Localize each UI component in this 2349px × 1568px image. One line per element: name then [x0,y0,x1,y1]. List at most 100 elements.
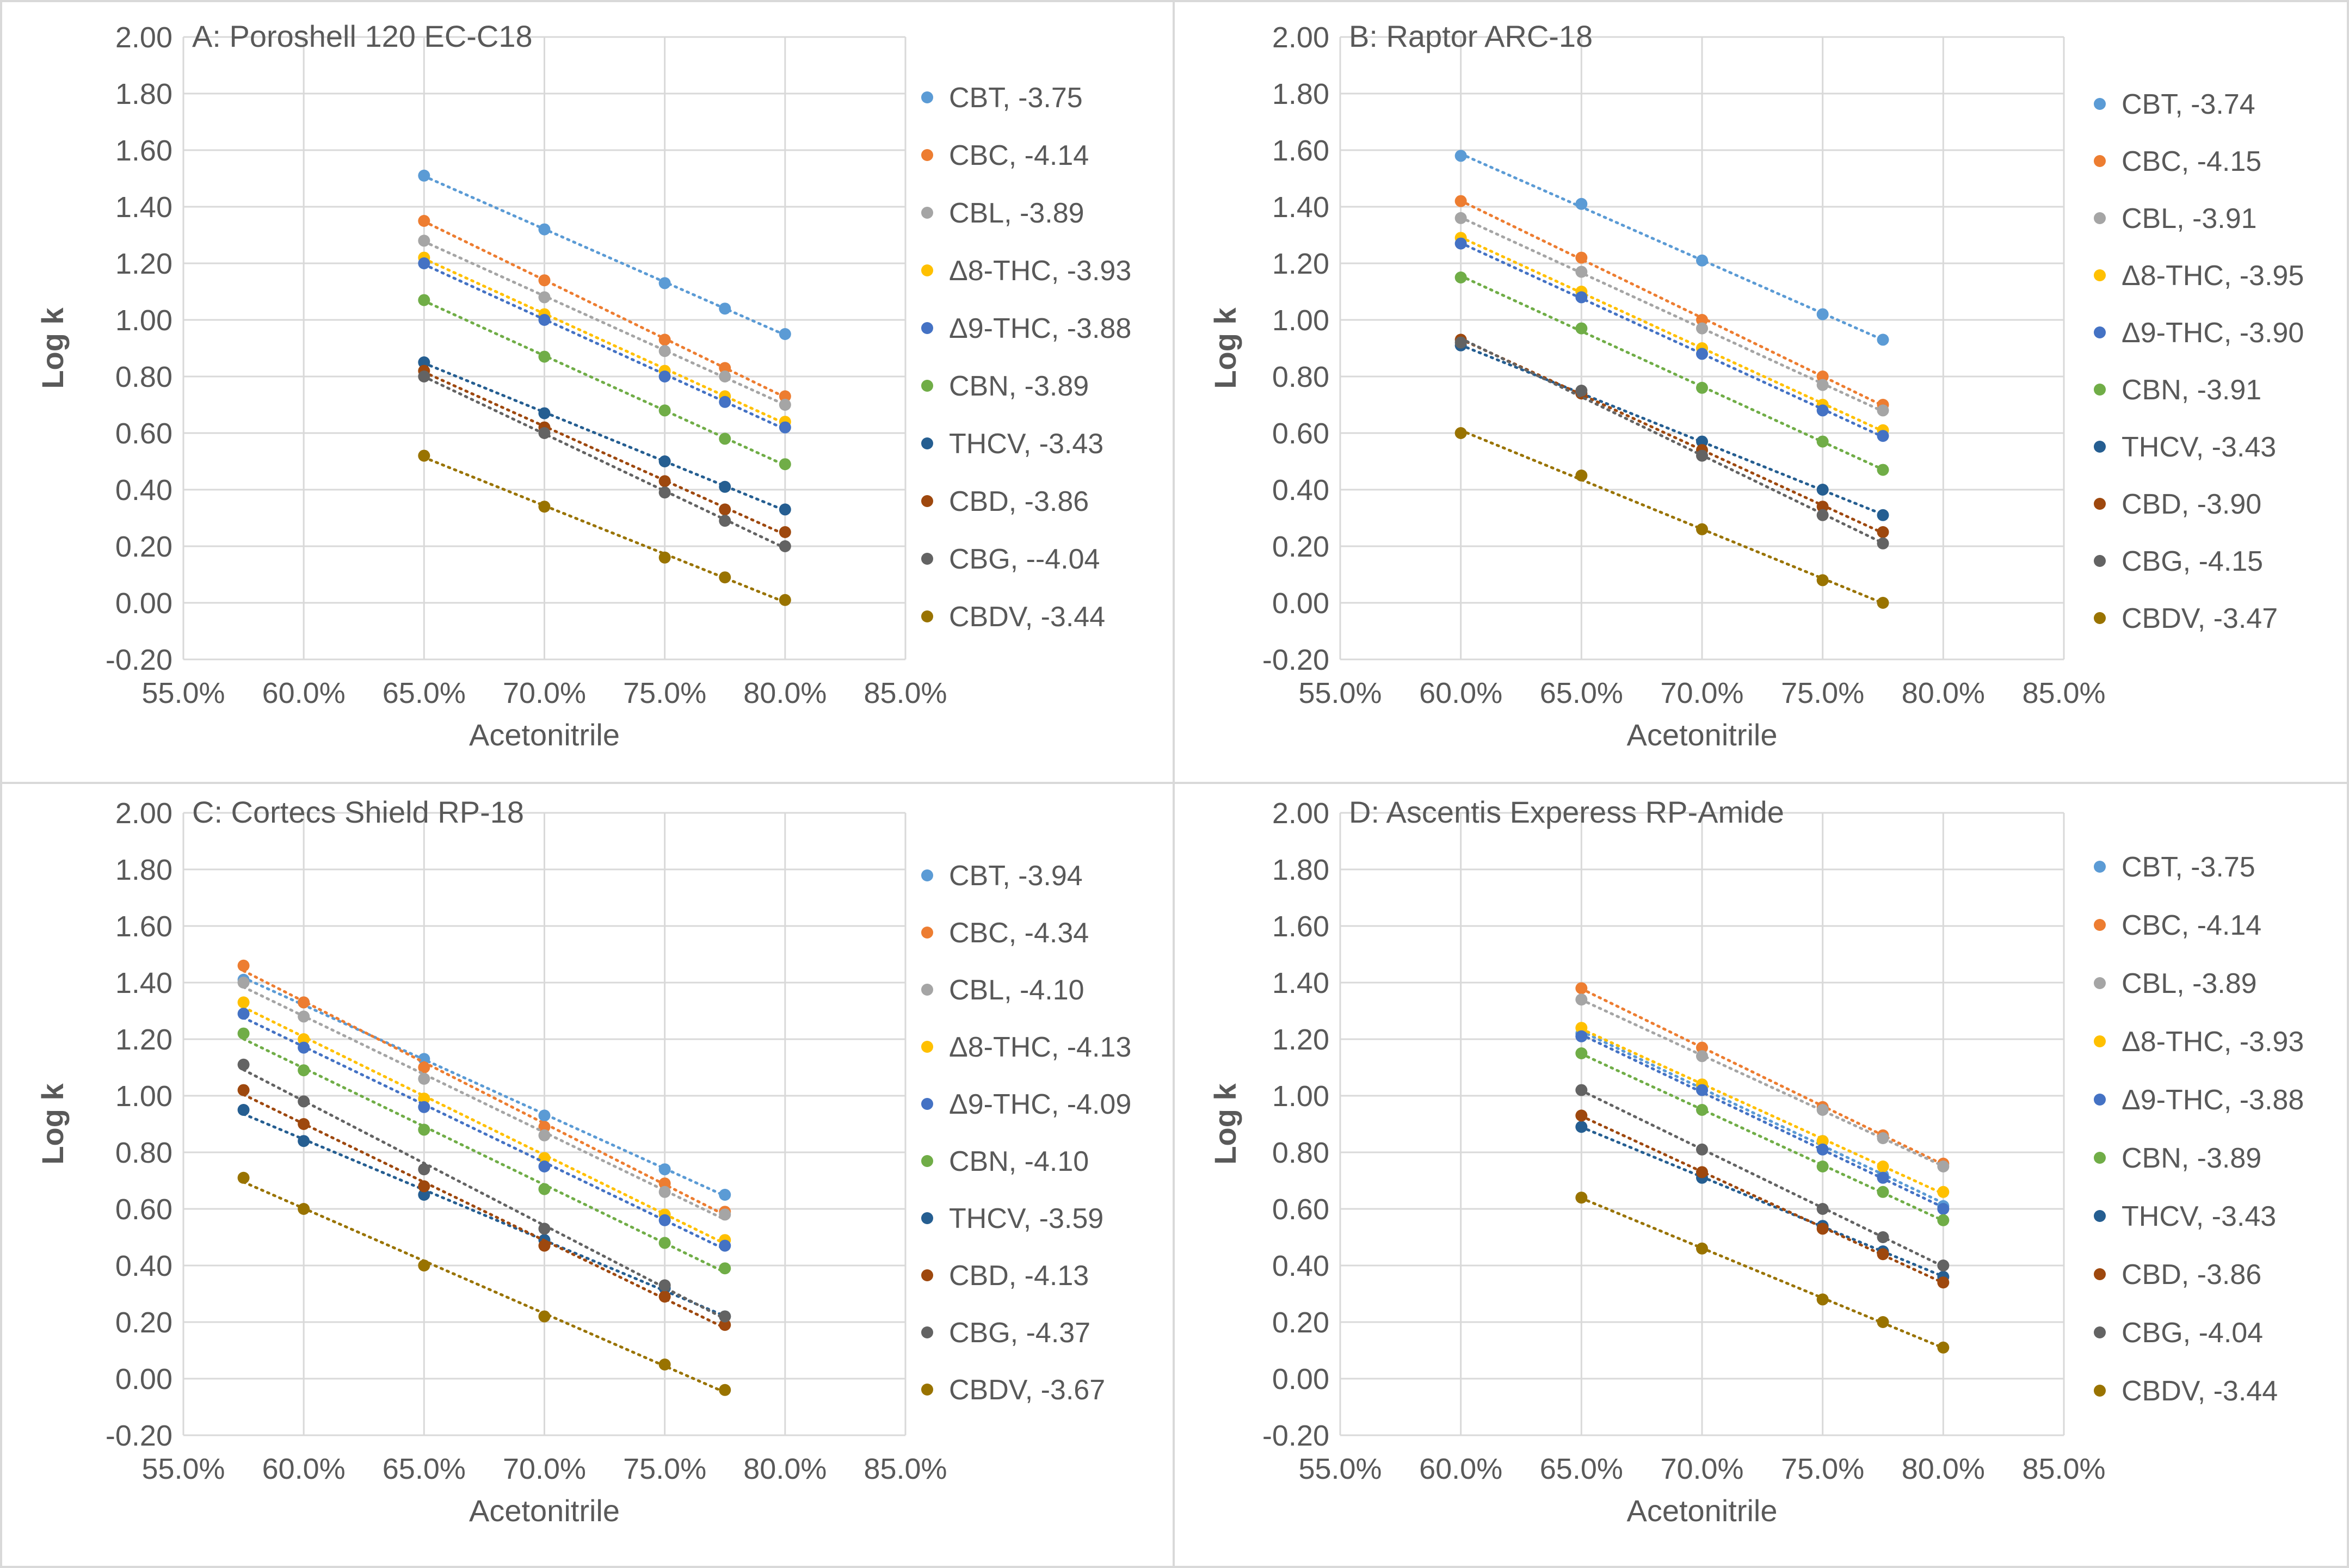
chart-b-legend-marker [2094,555,2106,567]
chart-c-data-point [298,1010,310,1023]
chart-b-legend-marker [2094,384,2106,396]
chart-b-data-point [1816,371,1829,382]
chart-c-legend-label: Δ8-THC, -4.13 [949,1032,1131,1063]
chart-d-legend-label: Δ9-THC, -3.88 [2122,1084,2304,1116]
chart-c-y-tick-label: 1.40 [115,967,172,999]
chart-c-trendline [242,976,726,1197]
chart-b-data-point [1454,271,1467,283]
chart-a-data-point [658,334,671,346]
chart-d-data-point [1575,1047,1588,1059]
chart-b-y-tick-label: 1.00 [1272,304,1329,337]
chart-c-trendline [242,969,726,1217]
chart-c-data-point [237,1104,250,1116]
chart-d-svg: 2.00 1.80 1.60 1.40 1.20 1.00 0.80 0.60 0.40 0.20… [1208,795,2304,1528]
chart-panel-d: 2.00 1.80 1.60 1.40 1.20 1.00 0.80 0.60 0.40 0.20… [1173,782,2349,1568]
chart-b-data-point [1877,537,1889,550]
chart-panel-b: 2.00 1.80 1.60 1.40 1.20 1.00 0.80 0.60 0.40 0.20… [1173,0,2349,784]
chart-a-data-point [719,303,731,315]
chart-b-data-point [1575,251,1588,264]
chart-a-trendline [422,299,787,467]
chart-a-y-tick-label: 0.20 [115,530,172,563]
chart-b-data-point [1877,334,1889,346]
chart-c-legend-marker [921,984,933,996]
chart-c-legend-marker [921,927,933,939]
chart-b-data-point [1696,435,1708,448]
chart-b-data-point [1816,509,1829,521]
chart-c-data-point [237,1171,250,1184]
chart-a-y-tick-label: 1.80 [115,78,172,110]
chart-c-legend-label: CBC, -4.34 [949,917,1089,949]
chart-b-data-point [1696,322,1708,335]
chart-c-legend-marker [921,1212,933,1224]
chart-c-trendline [242,1181,726,1394]
chart-d-data-point [1877,1248,1889,1261]
chart-c-trendline [242,1016,726,1251]
chart-d-trendline [1580,1033,1945,1209]
chart-c-legend-label: CBDV, -3.67 [949,1374,1105,1406]
chart-c-data-point [298,1064,310,1077]
chart-a-trendline [422,456,787,604]
chart-c-legend-label: CBL, -4.10 [949,974,1084,1006]
chart-a-x-tick-label: 60.0% [262,677,346,709]
chart-a-data-point [538,350,551,363]
chart-b-data-point [1454,212,1467,224]
chart-b-x-tick-label: 65.0% [1540,677,1623,709]
chart-a-y-tick-label: 1.20 [115,248,172,280]
chart-c-y-tick-label: 1.60 [115,910,172,943]
chart-b-legend-label: THCV, -3.43 [2122,431,2276,463]
chart-c-data-point [658,1186,671,1198]
chart-a-data-point [658,455,671,467]
chart-c-title: C: Cortecs Shield RP-18 [192,795,524,829]
chart-b-data-point [1816,379,1829,391]
chart-a-legend-marker [921,322,933,334]
chart-c-svg: 2.00 1.80 1.60 1.40 1.20 1.00 0.80 0.60 0.40 0.20… [35,795,1131,1528]
chart-b-x-axis-label: Acetonitrile [1626,718,1777,752]
chart-b-data-point [1877,509,1889,521]
chart-d-data-point [1877,1160,1889,1172]
chart-d-legend-label: CBD, -3.86 [2122,1259,2261,1291]
chart-b-trendline [1459,199,1884,408]
chart-d-legend-label: CBN, -3.89 [2122,1143,2261,1174]
chart-a-legend-label: CBT, -3.75 [949,82,1083,114]
chart-d-trendline [1580,1027,1945,1195]
chart-b-y-tick-label: 0.00 [1272,587,1329,620]
chart-d-legend-marker [2094,1152,2106,1164]
chart-d-legend-label: THCV, -3.43 [2122,1201,2276,1232]
chart-b-data-point [1816,501,1829,513]
chart-a-y-tick-label: 1.00 [115,304,172,337]
chart-b-data-point [1877,430,1889,442]
chart-b-y-tick-label: 1.80 [1272,78,1329,110]
chart-c-data-point [719,1262,731,1275]
chart-a-data-point [658,486,671,499]
chart-c-trendline [242,1068,726,1320]
chart-d-data-point [1816,1203,1829,1215]
chart-d-x-tick-label: 80.0% [1902,1453,1985,1485]
chart-d-data-point [1937,1203,1950,1215]
chart-b-x-tick-label: 70.0% [1660,677,1743,709]
chart-a-data-point [658,475,671,487]
chart-d-data-point [1696,1050,1708,1063]
chart-c-data-point [237,996,250,1009]
chart-d-data-point [1877,1132,1889,1144]
chart-b-y-tick-label: 0.80 [1272,361,1329,393]
chart-a-data-point [658,551,671,564]
chart-c-x-axis-label: Acetonitrile [469,1493,620,1528]
chart-c-x-tick-label: 75.0% [623,1453,706,1485]
chart-a-legend-marker [921,380,933,392]
chart-c-trendline [242,1113,726,1318]
chart-b-data-point [1454,237,1467,250]
chart-b-legend-label: CBDV, -3.47 [2122,603,2278,634]
chart-a-data-point [779,503,791,516]
chart-d-x-tick-label: 75.0% [1781,1453,1864,1485]
chart-b-trendline [1459,216,1884,413]
chart-b-y-tick-label: -0.20 [1262,644,1329,676]
chart-a-data-point [538,427,551,439]
chart-c-y-tick-label: 0.80 [115,1137,172,1169]
chart-b-data-point [1877,597,1889,609]
chart-b-x-tick-label: 60.0% [1419,677,1502,709]
chart-c-data-point [658,1359,671,1371]
chart-c-x-tick-label: 55.0% [141,1453,225,1485]
chart-c-legend-marker [921,1041,933,1053]
chart-d-data-point [1575,1084,1588,1096]
chart-c-data-point [719,1189,731,1201]
